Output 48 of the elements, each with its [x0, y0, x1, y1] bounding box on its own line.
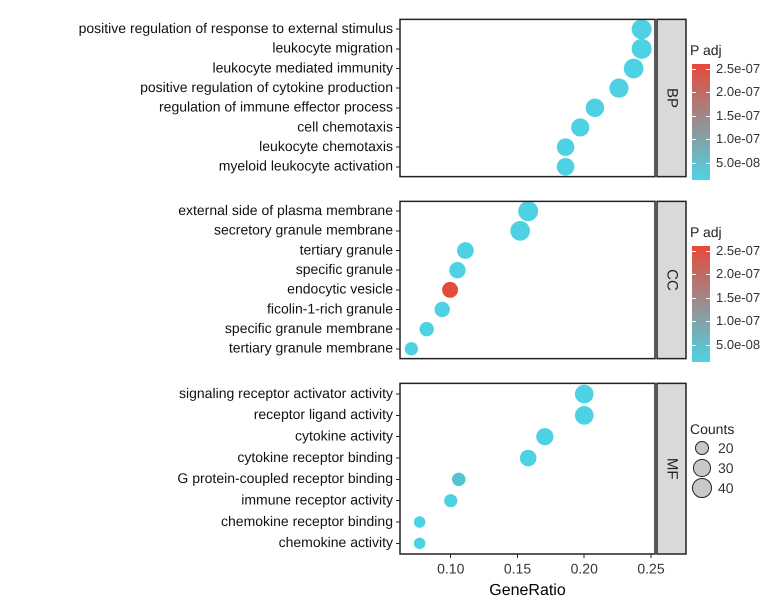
color-bar-label: 5.0e-08 — [716, 337, 760, 352]
y-tick-label: cytokine receptor binding — [237, 448, 393, 465]
legend-label: 20 — [718, 440, 734, 456]
color-bar-label: 1.0e-07 — [716, 313, 760, 328]
x-tick-label: 0.10 — [437, 560, 465, 576]
color-bar-label: 2.0e-07 — [716, 266, 760, 282]
y-tick-label: chemokine receptor binding — [221, 512, 393, 529]
y-tick-label: immune receptor activity — [241, 492, 393, 508]
y-tick-label: positive regulation of response to external stimulus — [78, 20, 393, 36]
color-bar-label: 5.0e-08 — [716, 155, 760, 170]
legend-label: 30 — [718, 460, 734, 476]
x-tick-label: 0.15 — [504, 560, 532, 576]
text: BP — [663, 88, 680, 108]
text: CC — [663, 269, 680, 291]
y-tick-label: receptor ligand activity — [254, 406, 393, 422]
y-tick-label: cell chemotaxis — [297, 118, 393, 134]
y-tick-label: signaling receptor activator activity — [179, 384, 393, 401]
color-bar-title: P adj — [690, 224, 722, 240]
y-tick-label: myeloid leukocyte activation — [218, 158, 393, 174]
color-bar-label: 1.0e-07 — [716, 131, 760, 146]
color-bar-label: 1.5e-07 — [716, 290, 760, 306]
y-tick-label: tertiary granule membrane — [228, 340, 394, 356]
x-tick-label: 0.20 — [570, 560, 598, 576]
y-tick-label: ficolin-1-rich granule — [266, 300, 394, 316]
y-tick-label: leukocyte chemotaxis — [259, 138, 393, 154]
y-tick-label: regulation of immune effector process — [159, 98, 393, 115]
text: MF — [663, 458, 680, 480]
legend-title: Counts — [690, 420, 736, 438]
y-tick-label: positive regulation of cytokine production — [140, 79, 393, 96]
x-axis-title: GeneRatio — [489, 582, 566, 599]
y-tick-label: tertiary granule — [300, 241, 394, 258]
legend-label: 40 — [718, 480, 734, 496]
y-tick-label: specific granule membrane — [224, 320, 394, 336]
color-bar-title: P adj — [690, 42, 722, 58]
color-bar-label: 2.0e-07 — [716, 84, 760, 100]
y-tick-label: chemokine activity — [278, 534, 393, 550]
color-bar-label: 1.5e-07 — [716, 108, 760, 124]
y-tick-label: secretory granule membrane — [214, 222, 394, 238]
y-tick-label: G protein-coupled receptor binding — [177, 470, 393, 486]
y-tick-label: external side of plasma membrane — [178, 202, 394, 218]
color-bar-label: 2.5e-07 — [716, 61, 760, 76]
y-tick-label: cytokine activity — [294, 428, 393, 444]
y-tick-label: specific granule — [296, 261, 394, 278]
color-bar-label: 2.5e-07 — [716, 243, 760, 258]
y-tick-label: leukocyte mediated immunity — [212, 59, 393, 76]
y-tick-label: endocytic vesicle — [287, 280, 394, 297]
x-tick-label: 0.25 — [637, 560, 665, 576]
y-tick-label: leukocyte migration — [272, 40, 393, 56]
